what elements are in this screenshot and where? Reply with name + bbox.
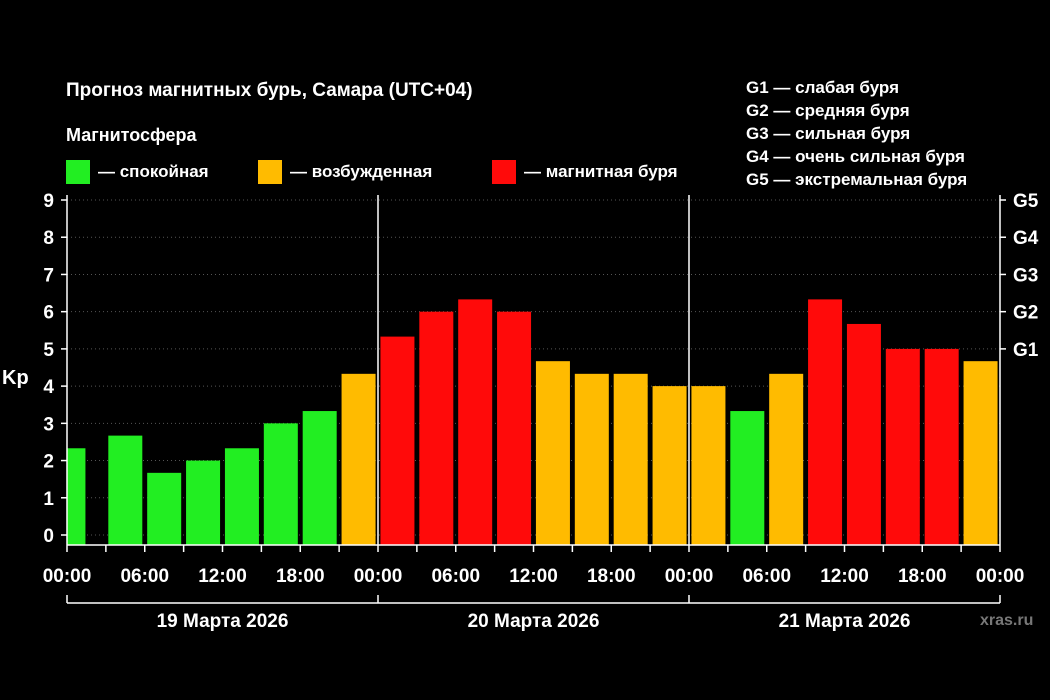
kp-bar <box>924 348 959 545</box>
x-tick-label: 18:00 <box>587 566 636 587</box>
x-tick-label: 12:00 <box>198 566 247 587</box>
y-tick-label: 9 <box>43 191 54 212</box>
kp-bar <box>186 460 221 545</box>
kp-bar <box>652 386 687 545</box>
kp-bar <box>67 448 86 545</box>
kp-bar <box>458 299 493 545</box>
y-tick-label: 8 <box>43 228 54 249</box>
kp-bar <box>380 336 415 545</box>
y-tick-label: 4 <box>43 377 54 398</box>
legend-swatch-quiet <box>66 160 90 184</box>
legend-swatch-active <box>258 160 282 184</box>
kp-bar <box>691 386 726 545</box>
legend-label-active: — возбужденная <box>290 162 433 181</box>
y-tick-label: 5 <box>43 340 54 361</box>
g-tick-label: G3 <box>1013 265 1038 286</box>
x-tick-label: 00:00 <box>43 566 92 587</box>
x-tick-label: 06:00 <box>120 566 169 587</box>
kp-bar <box>535 361 570 545</box>
kp-bar <box>147 472 182 545</box>
x-tick-label: 12:00 <box>509 566 558 587</box>
g-scale-legend: G1 — слабая буря G2 — средняя буря G3 — … <box>746 76 967 191</box>
legend-label-storm: — магнитная буря <box>524 162 678 181</box>
kp-bar <box>730 411 765 545</box>
kp-bar <box>769 373 804 545</box>
kp-bar <box>963 361 998 545</box>
y-tick-label: 2 <box>43 452 54 473</box>
g-legend-item: G2 — средняя буря <box>746 101 910 120</box>
y-axis-label: Kp <box>2 367 29 389</box>
g-tick-label: G4 <box>1013 228 1039 249</box>
watermark: xras.ru <box>980 612 1034 629</box>
kp-bar <box>613 373 648 545</box>
y-tick-label: 0 <box>43 526 54 547</box>
y-tick-label: 1 <box>43 489 54 510</box>
kp-bar <box>497 311 532 545</box>
g-tick-label: G5 <box>1013 191 1039 212</box>
chart-title: Прогноз магнитных бурь, Самара (UTC+04) <box>66 80 473 101</box>
kp-bar <box>108 435 143 545</box>
kp-bar <box>302 411 337 545</box>
kp-bar <box>263 423 298 545</box>
legend-label-quiet: — спокойная <box>98 162 209 181</box>
legend-item-active: — возбужденная <box>258 160 432 184</box>
x-tick-label: 00:00 <box>354 566 403 587</box>
x-tick-label: 12:00 <box>820 566 869 587</box>
kp-bar <box>574 373 609 545</box>
kp-bar <box>224 448 259 545</box>
kp-bar <box>846 323 881 545</box>
x-tick-label: 18:00 <box>276 566 325 587</box>
legend-swatch-storm <box>492 160 516 184</box>
kp-bar <box>341 373 376 545</box>
g-tick-label: G2 <box>1013 303 1038 324</box>
x-tick-label: 00:00 <box>976 566 1025 587</box>
kp-bar <box>885 348 920 545</box>
g-legend-item: G4 — очень сильная буря <box>746 147 965 166</box>
legend-item-quiet: — спокойная <box>66 160 209 184</box>
y-tick-label: 3 <box>43 414 54 435</box>
day-label: 20 Марта 2026 <box>468 611 600 632</box>
g-tick-label: G1 <box>1013 340 1039 361</box>
y-tick-label: 7 <box>43 265 54 286</box>
day-label: 21 Марта 2026 <box>779 611 911 632</box>
kp-bar <box>419 311 454 545</box>
legend-item-storm: — магнитная буря <box>492 160 678 184</box>
plot-area <box>67 195 1000 545</box>
y-tick-label: 6 <box>43 303 54 324</box>
x-tick-label: 18:00 <box>898 566 947 587</box>
kp-bar <box>808 299 843 545</box>
g-legend-item: G5 — экстремальная буря <box>746 170 968 189</box>
day-label: 19 Марта 2026 <box>157 611 289 632</box>
x-tick-label: 06:00 <box>431 566 480 587</box>
x-tick-label: 06:00 <box>742 566 791 587</box>
legend-title: Магнитосфера <box>66 125 197 145</box>
x-tick-label: 00:00 <box>665 566 714 587</box>
g-legend-item: G1 — слабая буря <box>746 78 900 97</box>
g-legend-item: G3 — сильная буря <box>746 124 911 143</box>
